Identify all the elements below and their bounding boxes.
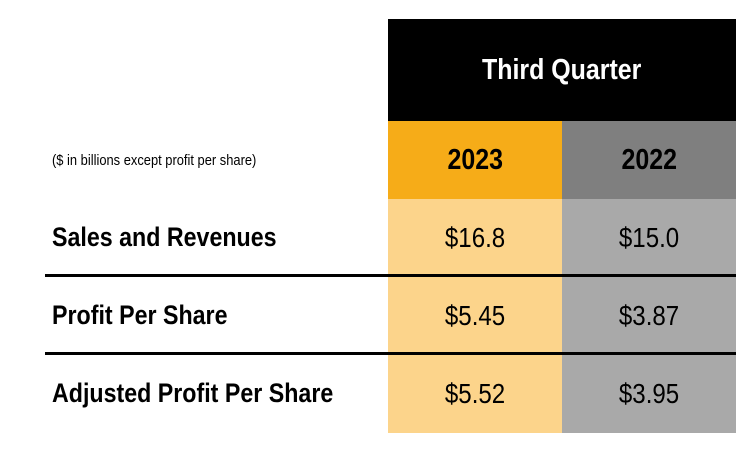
row-label-pps: Profit Per Share (52, 277, 256, 353)
row-label-sales: Sales and Revenues (52, 199, 313, 275)
cell-value: $5.45 (444, 300, 506, 331)
cell-sales-2023: $16.8 (388, 199, 562, 277)
row-label-text: Sales and Revenues (52, 221, 277, 252)
period-title: Third Quarter (482, 53, 642, 86)
year-label-current: 2023 (447, 143, 503, 176)
row-label-text: Adjusted Profit Per Share (52, 377, 334, 408)
year-header-prior: 2022 (562, 121, 736, 199)
cell-pps-2023: $5.45 (388, 277, 562, 355)
row-label-adj-pps: Adjusted Profit Per Share (52, 355, 379, 431)
units-note-text: ($ in billions except profit per share) (52, 151, 257, 169)
cell-value: $5.52 (444, 378, 506, 409)
row-label-text: Profit Per Share (52, 299, 228, 330)
cell-value: $3.95 (618, 378, 680, 409)
cell-pps-2022: $3.87 (562, 277, 736, 355)
cell-sales-2022: $15.0 (562, 199, 736, 277)
cell-adj-pps-2023: $5.52 (388, 355, 562, 433)
row-divider (45, 274, 736, 277)
units-note: ($ in billions except profit per share) (52, 148, 290, 172)
row-divider (45, 352, 736, 355)
cell-value: $15.0 (618, 222, 680, 253)
period-header: Third Quarter (388, 19, 736, 121)
cell-value: $3.87 (618, 300, 680, 331)
year-header-current: 2023 (388, 121, 562, 199)
year-label-prior: 2022 (621, 143, 677, 176)
cell-value: $16.8 (444, 222, 506, 253)
cell-adj-pps-2022: $3.95 (562, 355, 736, 433)
